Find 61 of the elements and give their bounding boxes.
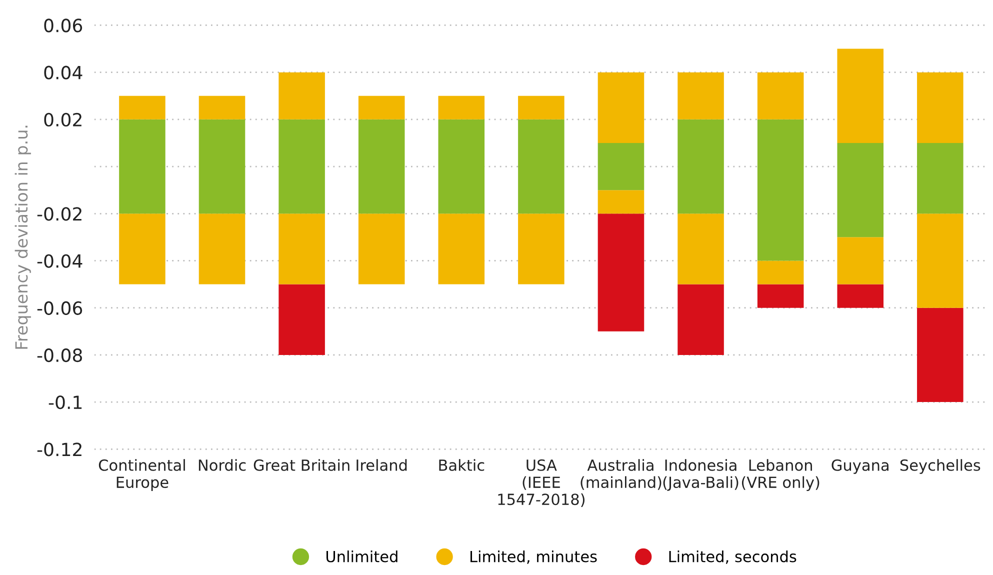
bar [278,72,325,120]
bar [518,119,564,214]
y-tick-label: -0.1 [48,396,82,410]
bar [278,119,325,214]
bar [837,237,884,284]
y-tick-label: -0.06 [37,301,82,315]
x-tick-label: Seychelles [900,459,980,474]
x-tick-label: Continental Europe [98,459,185,492]
x-tick-label: Great Britain [254,459,350,471]
y-tick-label: -0.04 [37,254,82,268]
bar [837,142,884,238]
x-tick-label: Ireland [356,459,407,471]
bar [678,284,724,355]
bar [598,190,644,214]
bar [757,119,804,261]
bar [358,119,405,214]
legend-label: Limited, minutes [470,550,597,564]
bar [917,308,964,402]
bar [917,214,964,308]
bar [917,142,964,214]
bar [438,119,485,214]
bar [358,214,405,284]
bar [278,214,325,284]
bar [198,119,246,214]
bar [678,214,724,284]
y-tick-label: -0.12 [37,442,82,456]
bar [757,72,804,120]
bar [837,48,884,143]
y-tick-label: 0.02 [44,112,82,127]
x-tick-label: Nordic [198,459,246,471]
bar [757,260,804,284]
y-tick-label: -0.08 [37,348,82,362]
legend-label: Unlimited [326,550,398,562]
bar [757,284,804,308]
x-tick-label: Baktic [439,459,484,471]
bar [119,214,166,284]
bar [678,119,724,214]
x-tick-label: Lebanon (VRE only) [742,459,820,492]
bar [518,214,564,284]
bar [119,119,166,214]
y-axis-title: Frequency deviation in p.u. [14,126,31,349]
bar [438,214,485,284]
y-tick-label: -0.02 [37,207,82,221]
y-tick-label: 0.04 [44,66,82,80]
bar [119,96,166,120]
bar [358,96,405,120]
x-tick-label: Indonesia (Java-Bali) [663,459,738,491]
y-tick-label: 0.06 [44,18,82,32]
bar [678,72,724,120]
bar [598,72,644,143]
bar [198,96,246,120]
bar [278,284,325,355]
bar [598,214,644,332]
bar [518,96,564,120]
bar [438,96,485,120]
legend-label: Limited, seconds [669,550,796,564]
bar [598,142,644,190]
x-tick-label: Guyana [832,459,888,474]
bar [917,72,964,143]
bar [198,214,246,284]
bar [837,284,884,308]
